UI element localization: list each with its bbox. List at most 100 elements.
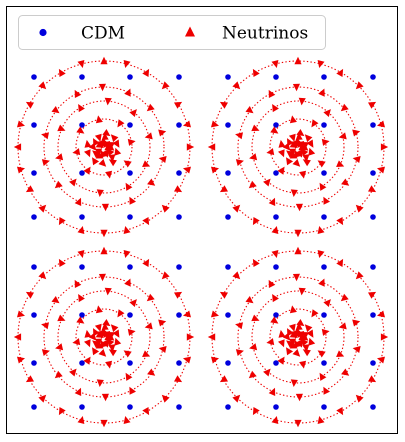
neutrino-marker [300, 148, 309, 157]
neutrino-marker [95, 342, 104, 349]
cdm-particle [225, 264, 231, 270]
neutrino-marker [78, 294, 85, 303]
neutrino-marker [38, 271, 47, 280]
neutrino-marker [282, 142, 291, 151]
neutrino-marker [340, 103, 349, 112]
neutrino-marker [245, 296, 254, 304]
neutrino-marker [25, 185, 34, 193]
cdm-particle [321, 360, 327, 366]
neutrino-marker [17, 166, 25, 174]
legend-cdm-label: CDM [81, 24, 125, 44]
neutrino-marker [146, 293, 155, 302]
neutrino-marker [106, 148, 115, 157]
neutrino-marker [51, 106, 60, 114]
cdm-particle [273, 312, 279, 318]
neutrino-marker [355, 271, 364, 280]
cdm-particle [225, 404, 231, 410]
neutrino-marker [290, 189, 298, 197]
neutrino-marker [299, 170, 307, 179]
neutrino-marker [13, 143, 22, 151]
neutrino-marker [158, 319, 167, 327]
cdm-particle [225, 360, 231, 366]
neutrino-marker [98, 83, 106, 92]
neutrino-marker [338, 322, 347, 330]
cdm-particle [273, 214, 279, 220]
neutrino-marker [105, 170, 113, 179]
neutrino-marker [95, 305, 103, 314]
neutrino-marker [83, 166, 91, 175]
neutrino-marker [110, 324, 119, 333]
neutrino-marker [272, 104, 279, 113]
cdm-particle [176, 214, 182, 220]
neutrino-marker [288, 133, 296, 142]
neutrino-marker [147, 368, 156, 376]
cdm-particle [79, 264, 85, 270]
neutrino-marker [72, 338, 81, 346]
cdm-particle [79, 74, 85, 80]
neutrino-marker [51, 296, 60, 304]
neutrino-marker [319, 372, 327, 381]
neutrino-marker [110, 134, 119, 143]
neutrino-marker [295, 393, 303, 402]
cdm-particle [127, 264, 133, 270]
neutrino-marker [106, 333, 115, 341]
neutrino-ring [75, 118, 133, 176]
neutrino-marker [142, 350, 151, 357]
neutrino-ring [57, 290, 151, 384]
neutrino-marker [336, 217, 344, 226]
neutrino-marker [100, 56, 108, 65]
neutrino-ring [57, 100, 151, 194]
cdm-particle [370, 122, 376, 128]
neutrino-marker [219, 185, 228, 193]
neutrino-marker [245, 106, 254, 114]
neutrino-marker [144, 132, 153, 140]
neutrino-marker [186, 143, 195, 151]
neutrino-marker [286, 157, 294, 166]
neutrino-marker [98, 159, 107, 167]
panel-top-right [207, 56, 389, 238]
neutrino-marker [108, 349, 117, 357]
neutrino-marker [352, 156, 361, 163]
neutrino-marker [300, 338, 309, 347]
neutrino-marker [101, 203, 109, 212]
neutrino-marker [377, 166, 385, 174]
cdm-particle [273, 264, 279, 270]
neutrino-marker [270, 316, 279, 324]
neutrino-marker [295, 149, 302, 158]
neutrino-marker [289, 115, 297, 124]
cdm-particle [176, 170, 182, 176]
cdm-particle [79, 170, 85, 176]
neutrino-marker [41, 349, 50, 356]
neutrino-marker [158, 129, 167, 137]
neutrino-marker [127, 138, 136, 146]
neutrino-marker [174, 291, 183, 299]
cdm-particle [225, 312, 231, 318]
neutrino-marker [54, 370, 63, 379]
neutrino-marker [232, 81, 241, 90]
neutrino-marker [252, 68, 260, 77]
neutrino-marker [368, 101, 377, 109]
neutrino-marker [88, 332, 97, 341]
cdm-particle [370, 404, 376, 410]
cdm-particle [127, 214, 133, 220]
neutrino-marker [288, 323, 296, 332]
neutrino-marker [294, 246, 302, 255]
neutrino-marker [101, 132, 109, 141]
neutrino-marker [100, 229, 108, 238]
neutrino-marker [292, 273, 300, 282]
neutrino-marker [98, 349, 107, 357]
neutrino-marker [317, 226, 325, 234]
neutrino-marker [74, 197, 82, 206]
neutrino-marker [17, 310, 25, 318]
neutrino-marker [76, 316, 85, 324]
neutrino-marker [58, 258, 66, 267]
cdm-particle [370, 170, 376, 176]
neutrino-marker [92, 157, 100, 166]
neutrino-marker [117, 309, 125, 318]
cdm-particle [127, 74, 133, 80]
legend: CDM Neutrinos [18, 15, 326, 50]
cdm-particle [31, 360, 37, 366]
neutrino-marker [323, 196, 330, 205]
neutrino-marker [174, 375, 183, 383]
neutrino-marker [340, 293, 349, 302]
